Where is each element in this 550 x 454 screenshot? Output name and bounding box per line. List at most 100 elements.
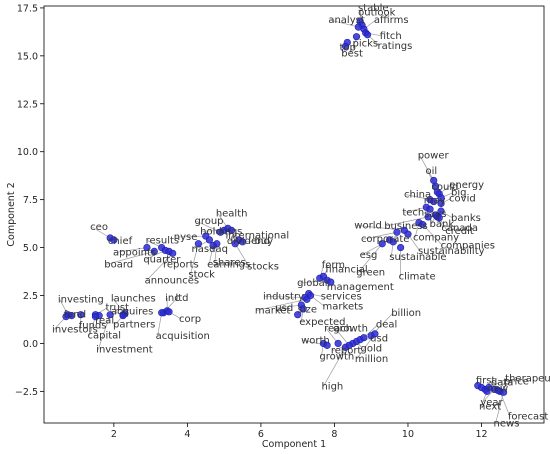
scatter-point: [205, 236, 214, 244]
point-label: china: [404, 190, 431, 201]
point-label: growth: [319, 351, 354, 362]
scatter-point: [158, 309, 166, 317]
point-label: management: [327, 282, 394, 293]
point-label: corp: [179, 314, 201, 325]
label-leader-line: [234, 243, 250, 267]
point-label: big: [451, 188, 466, 199]
point-label: affirms: [374, 15, 409, 26]
y-tick-label: 15.0: [17, 51, 38, 62]
scatter-point: [397, 243, 405, 252]
scatter-point: [62, 312, 70, 321]
point-label: ratings: [378, 41, 413, 52]
point-label: results: [146, 236, 180, 247]
scatter-point: [494, 386, 502, 395]
point-label: growth: [333, 323, 368, 334]
y-tick-label: 0.0: [23, 339, 38, 350]
scatter-point: [110, 236, 118, 244]
point-label: million: [355, 354, 388, 365]
point-label: stable: [358, 3, 389, 14]
label-leader-line: [404, 206, 427, 213]
scatter-point: [169, 249, 177, 257]
x-tick-label: 12: [475, 429, 487, 440]
point-label: chief: [108, 236, 133, 247]
point-label: energy: [449, 180, 484, 191]
label-leader-line: [405, 194, 431, 200]
point-label: picks: [353, 39, 379, 50]
point-label: top: [339, 42, 355, 53]
scatter-point: [91, 312, 100, 321]
scatter-point: [227, 226, 236, 234]
point-label: companies: [441, 241, 495, 252]
point-label: markets: [323, 302, 364, 313]
point-label: company: [413, 233, 459, 244]
point-label: ltd: [175, 293, 188, 304]
point-label: therapeutics: [505, 373, 550, 384]
scatter-point: [354, 23, 362, 31]
point-label: buy: [255, 236, 274, 247]
point-label: bank: [430, 219, 455, 230]
point-label: best: [341, 48, 363, 59]
scatter-point: [150, 247, 158, 256]
point-label: form: [322, 260, 345, 271]
x-tick-label: 6: [258, 429, 264, 440]
point-label: industry: [263, 291, 304, 302]
point-label: sustainable: [389, 252, 446, 263]
point-label: nasdaq: [191, 244, 228, 255]
scatter-point: [209, 242, 217, 250]
label-leader-line: [175, 235, 206, 238]
x-tick-label: 2: [111, 429, 117, 440]
scatter-point: [389, 238, 397, 246]
point-label: esg: [360, 250, 378, 261]
point-label: board: [104, 259, 133, 270]
point-label: financial: [325, 264, 367, 275]
point-label: appoints: [113, 248, 156, 259]
scatter-point: [437, 199, 445, 208]
point-label: global: [297, 278, 328, 289]
label-leader-line: [495, 392, 504, 424]
scatter-point: [371, 330, 379, 338]
point-label: high: [321, 381, 343, 392]
point-label: report: [331, 345, 362, 356]
point-label: fund: [64, 310, 87, 321]
label-leader-line: [256, 298, 307, 311]
scatter-point: [360, 334, 368, 342]
point-label: green: [356, 268, 385, 279]
scatter-point: [393, 228, 401, 236]
point-label: partners: [113, 320, 155, 331]
point-label: power: [418, 150, 450, 161]
scatter-point: [430, 197, 438, 206]
point-label: quarter: [143, 254, 181, 265]
point-label: stock: [188, 270, 215, 281]
point-label: data: [491, 378, 514, 389]
scatter-point: [424, 213, 432, 221]
point-label: banks: [451, 213, 481, 224]
label-leader-line: [146, 253, 173, 281]
point-label: outlook: [358, 7, 395, 18]
label-leader-line: [323, 347, 346, 387]
point-label: nyse: [174, 232, 198, 243]
point-label: funds: [79, 321, 107, 332]
scatter-point: [77, 311, 85, 319]
point-label: usd: [275, 303, 293, 314]
scatter-point: [119, 312, 127, 320]
point-label: sustainability: [418, 246, 485, 257]
point-label: usd: [370, 334, 388, 345]
label-leader-line: [145, 250, 166, 260]
plot-frame: [43, 5, 545, 424]
point-label: oil: [426, 166, 438, 177]
label-leader-line: [265, 296, 306, 298]
label-leader-line: [277, 304, 302, 309]
scatter-point: [345, 341, 353, 349]
scatter-point: [404, 230, 412, 238]
point-label: reports: [163, 259, 199, 270]
point-label: fitch: [380, 31, 402, 42]
point-label: first: [476, 376, 496, 387]
scatter-point: [483, 387, 491, 395]
y-tick-label: 5.0: [23, 243, 38, 254]
point-label: analyst: [328, 15, 365, 26]
point-label: group: [194, 216, 223, 227]
x-axis-label: Component 1: [262, 439, 326, 450]
label-leader-line: [419, 155, 435, 181]
point-label: acquires: [111, 307, 153, 318]
point-label: investing: [58, 295, 104, 306]
